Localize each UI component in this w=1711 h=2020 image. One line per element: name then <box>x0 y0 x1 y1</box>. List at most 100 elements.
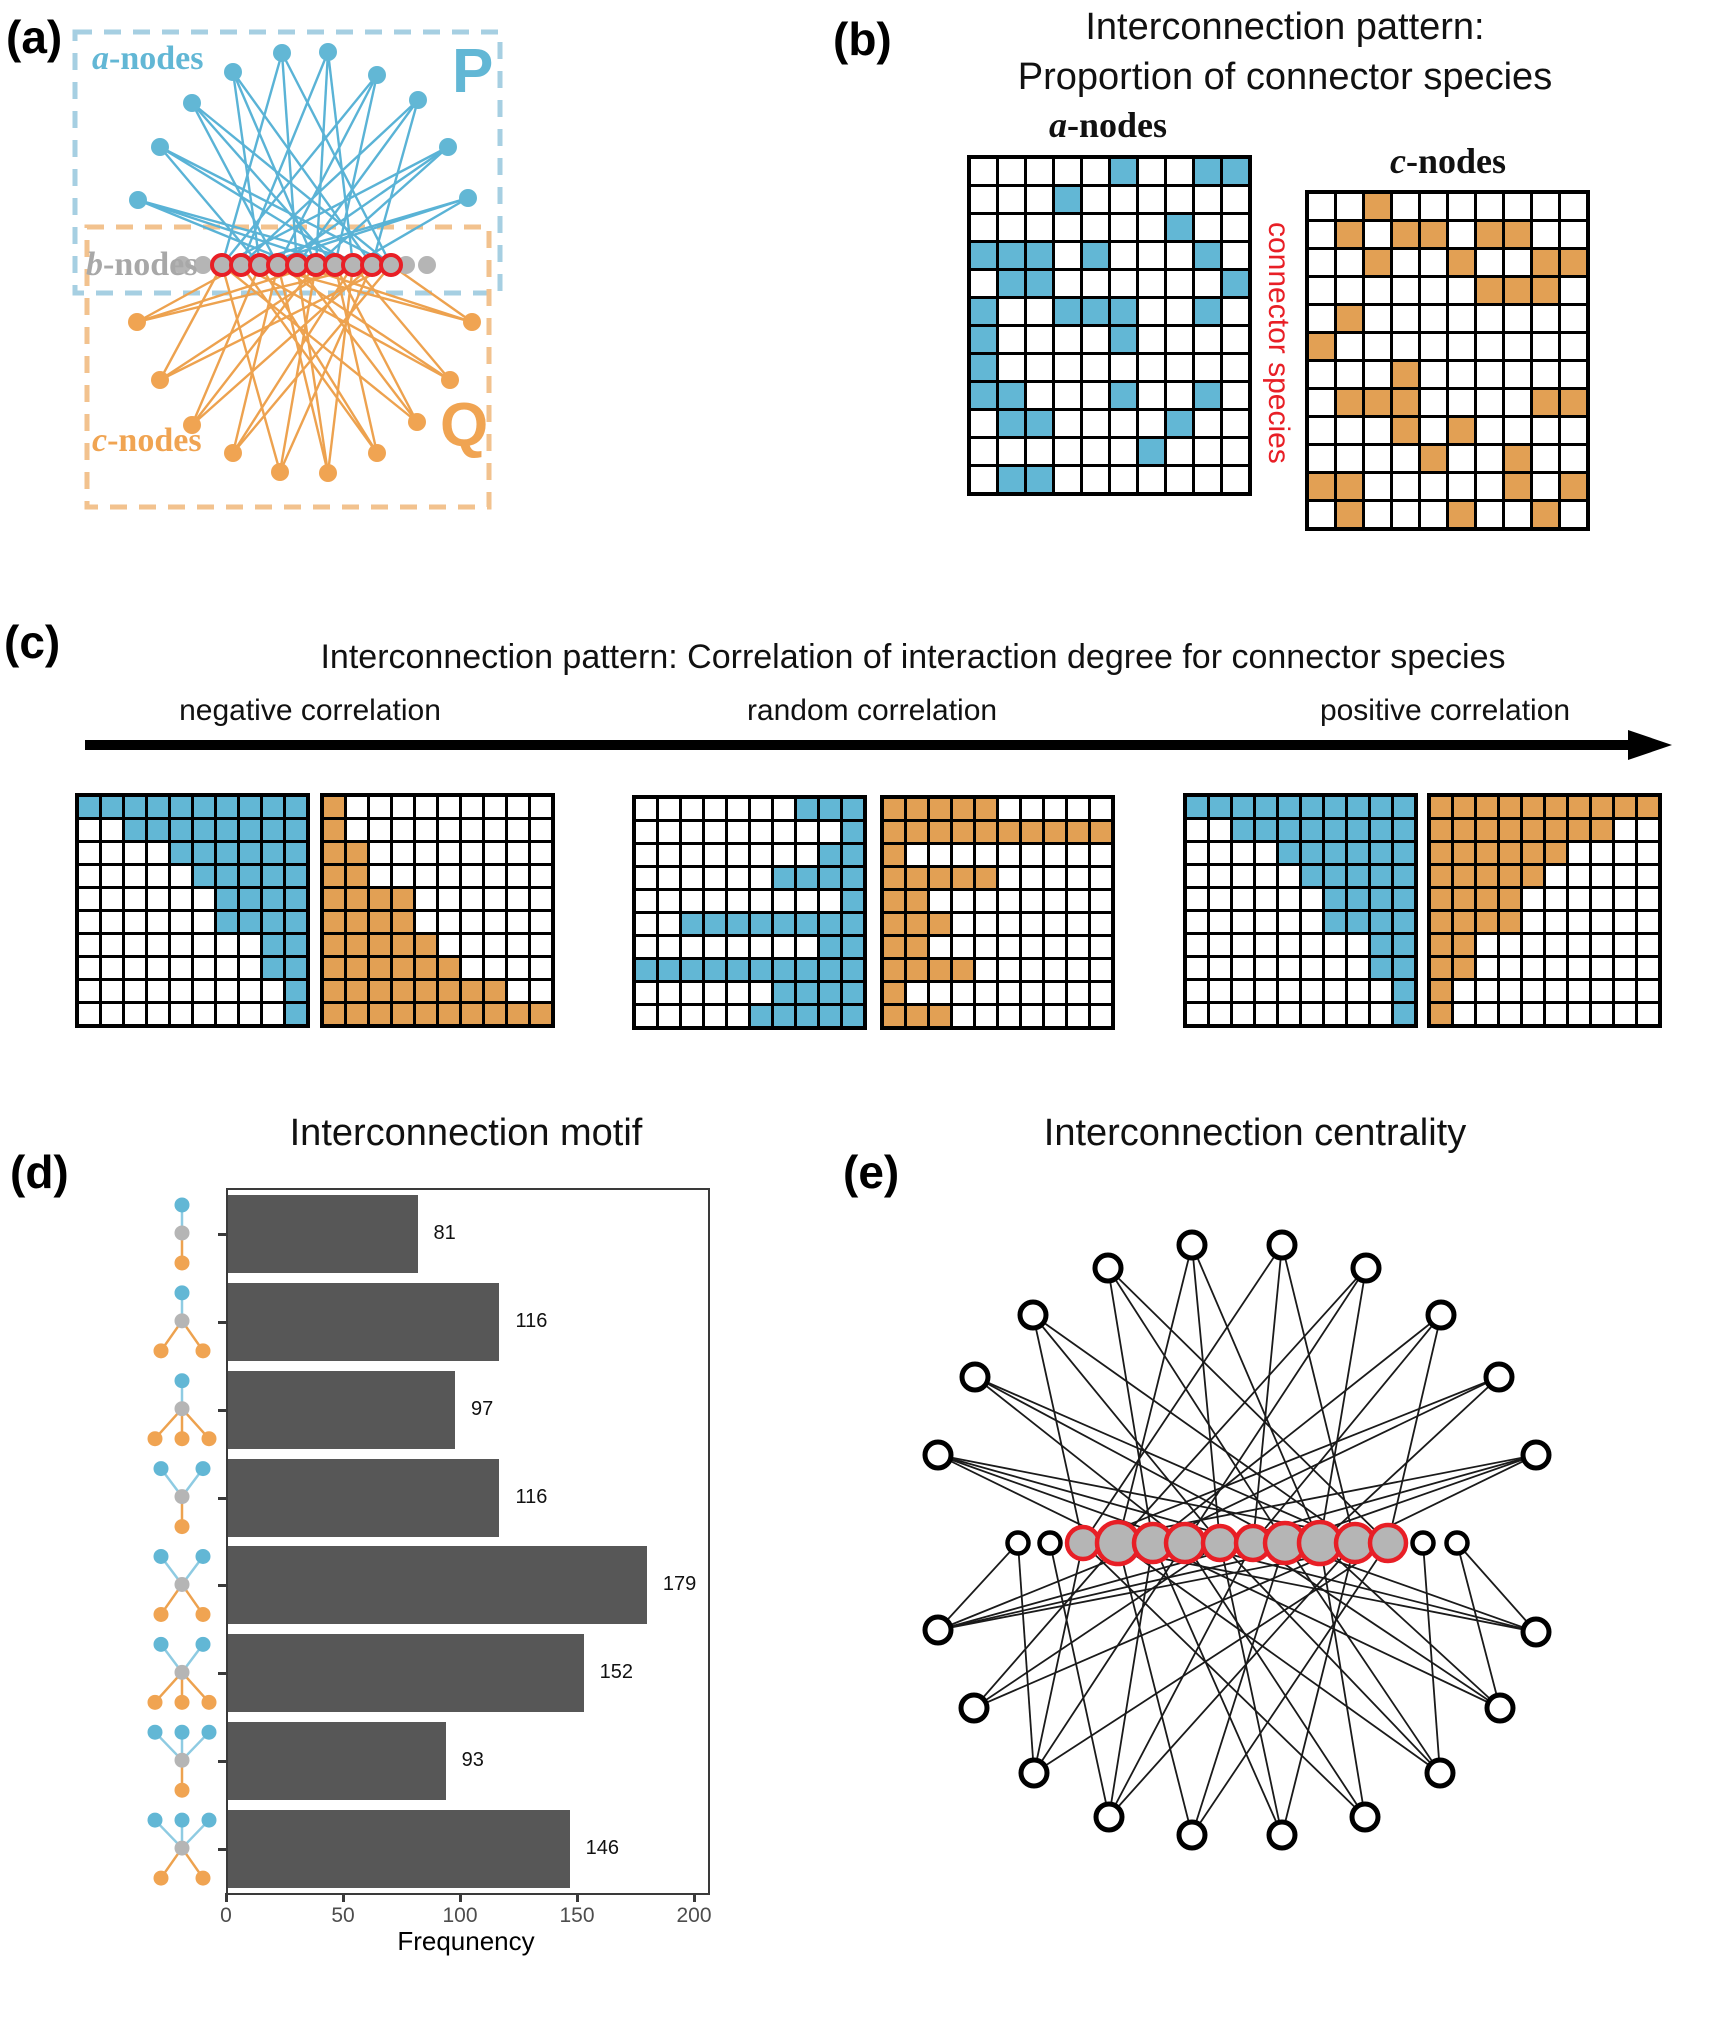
grid-cell <box>1309 334 1334 359</box>
connector-node <box>1367 1522 1409 1564</box>
grid-cell <box>1187 866 1207 886</box>
grid-cell <box>1477 222 1502 247</box>
panel-d-title: Interconnection motif <box>289 1112 643 1154</box>
grid-cell <box>393 981 413 1001</box>
grid-cell <box>286 981 306 1001</box>
grid-cell <box>1592 981 1612 1001</box>
grid-cell <box>79 843 99 863</box>
grid-cell <box>1371 820 1391 840</box>
grid-cell <box>1210 797 1230 817</box>
grid-cell <box>1309 278 1334 303</box>
grid-cell <box>820 799 840 819</box>
grid-cell <box>1055 439 1080 464</box>
grid-cell <box>1394 958 1414 978</box>
x-tickmark <box>576 1893 579 1902</box>
a-node <box>319 43 337 61</box>
grid-cell <box>347 935 367 955</box>
grid-cell <box>1223 467 1248 492</box>
grid-cell <box>1223 383 1248 408</box>
grid-cell <box>1302 981 1322 1001</box>
grid-cell <box>1523 981 1543 1001</box>
grid-cell <box>1223 159 1248 184</box>
e-edge <box>1107 1267 1389 1544</box>
connector-species-label: connector species <box>1262 222 1295 464</box>
grid-cell <box>1523 958 1543 978</box>
grid-cell <box>485 866 505 886</box>
grid-cell <box>1421 418 1446 443</box>
e-edge <box>1152 1314 1442 1544</box>
grid-cell <box>1223 187 1248 212</box>
e-edge <box>1033 1542 1084 1774</box>
grid-cell <box>1371 958 1391 978</box>
grid-cell <box>171 958 191 978</box>
orange-edge <box>352 264 451 381</box>
grid-cell <box>462 889 482 909</box>
grid-cell <box>263 1004 283 1024</box>
grid-cell <box>1569 889 1589 909</box>
motif-c-node <box>174 1255 190 1271</box>
grid-cell <box>263 820 283 840</box>
grid-cell <box>636 937 656 957</box>
grid-cell <box>1505 306 1530 331</box>
grid-cell <box>194 958 214 978</box>
grid-cell <box>393 912 413 932</box>
y-tickmark <box>218 1408 226 1412</box>
grid-cell <box>1454 843 1474 863</box>
grid-cell <box>1533 334 1558 359</box>
grid-cell <box>1500 820 1520 840</box>
grid-cell <box>659 891 679 911</box>
motif-a-node <box>174 1812 190 1828</box>
grid-cell <box>439 935 459 955</box>
grid-cell <box>1045 891 1065 911</box>
negative-blue-matrix <box>75 793 310 1028</box>
motif-a-node <box>153 1636 169 1652</box>
orange-edge <box>278 264 374 473</box>
grid-cell <box>1431 935 1451 955</box>
grid-cell <box>1561 334 1586 359</box>
e-edge <box>1252 1542 1501 1709</box>
grid-cell <box>682 960 702 980</box>
grid-cell <box>1533 418 1558 443</box>
grid-cell <box>1371 797 1391 817</box>
panel-e-title: Interconnection centrality <box>1043 1112 1467 1154</box>
grid-cell <box>102 912 122 932</box>
grid-cell <box>1337 362 1362 387</box>
grid-cell <box>439 866 459 886</box>
grid-cell <box>1431 866 1451 886</box>
grid-cell <box>930 822 950 842</box>
grid-cell <box>1210 843 1230 863</box>
motif-b-node <box>174 1401 190 1417</box>
panel-a-a-nodes-label: a-nodes <box>92 40 203 78</box>
grid-cell <box>148 820 168 840</box>
grid-cell <box>1139 355 1164 380</box>
grid-cell <box>171 843 191 863</box>
bar-value-label: 116 <box>515 1485 548 1508</box>
grid-cell <box>971 243 996 268</box>
grid-cell <box>953 1006 973 1026</box>
grid-cell <box>1638 1004 1658 1024</box>
grid-cell <box>1045 845 1065 865</box>
grid-cell <box>682 891 702 911</box>
grid-cell <box>999 243 1024 268</box>
e-edge <box>1422 1542 1441 1774</box>
orange-edge <box>220 264 282 473</box>
grid-cell <box>884 891 904 911</box>
grid-cell <box>1615 797 1635 817</box>
grid-cell <box>1523 935 1543 955</box>
grid-cell <box>1561 250 1586 275</box>
orange-edge <box>191 264 317 426</box>
grid-cell <box>659 868 679 888</box>
grid-cell <box>508 797 528 817</box>
grid-cell <box>286 935 306 955</box>
grid-cell <box>1167 187 1192 212</box>
grid-cell <box>953 845 973 865</box>
grid-cell <box>1325 866 1345 886</box>
grid-cell <box>508 1004 528 1024</box>
grid-cell <box>1055 299 1080 324</box>
grid-cell <box>705 937 725 957</box>
grid-cell <box>1325 958 1345 978</box>
grid-cell <box>508 935 528 955</box>
grid-cell <box>1615 912 1635 932</box>
grid-cell <box>1615 981 1635 1001</box>
grid-cell <box>1083 327 1108 352</box>
